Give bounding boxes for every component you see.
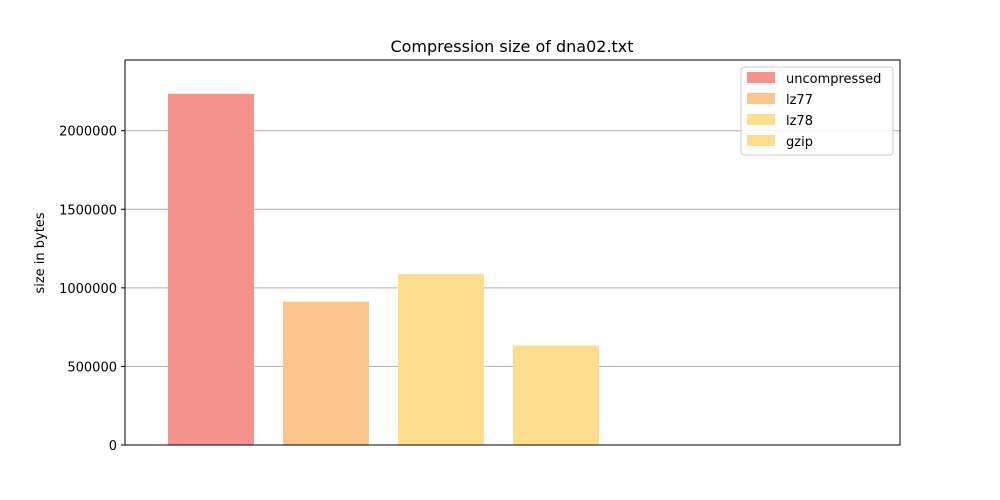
legend-swatch-lz78 xyxy=(747,114,775,125)
bar-lz78 xyxy=(398,274,484,445)
y-tick-label: 2000000 xyxy=(59,125,117,140)
chart-title: Compression size of dna02.txt xyxy=(390,37,633,56)
legend-swatch-lz77 xyxy=(747,93,775,104)
bar-lz77 xyxy=(283,301,369,445)
bars xyxy=(168,93,599,446)
legend-label-lz77: lz77 xyxy=(786,93,813,108)
legend-label-gzip: gzip xyxy=(786,135,813,150)
bar-uncompressed xyxy=(168,93,254,446)
legend: uncompressed lz77 lz78 gzip xyxy=(740,66,894,156)
y-tick-label: 1000000 xyxy=(59,282,117,297)
y-tick-label: 0 xyxy=(109,439,117,454)
y-axis-label: size in bytes xyxy=(33,212,48,293)
plot-frame xyxy=(124,59,901,446)
legend-label-uncompressed: uncompressed xyxy=(786,72,881,87)
legend-box xyxy=(740,66,894,156)
legend-label-lz78: lz78 xyxy=(786,114,813,129)
y-tick-label: 1500000 xyxy=(59,203,117,218)
y-tick-label: 500000 xyxy=(67,360,117,375)
bar-gzip xyxy=(513,345,599,445)
legend-swatch-uncompressed xyxy=(747,72,775,83)
axes: 0 500000 1000000 1500000 2000000 xyxy=(59,59,901,454)
legend-swatch-gzip xyxy=(747,135,775,146)
